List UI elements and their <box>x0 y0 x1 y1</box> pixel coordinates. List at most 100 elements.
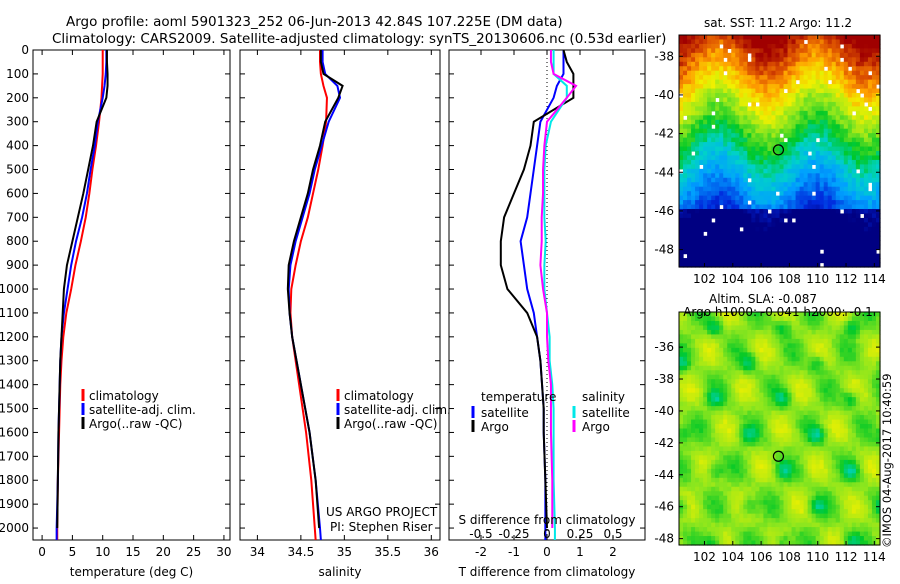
map-cell <box>715 169 720 174</box>
map-cell <box>731 227 736 232</box>
map-cell <box>860 111 865 116</box>
map-cell <box>775 402 780 407</box>
map-cell <box>800 437 805 442</box>
xtick-label: 35 <box>337 545 352 559</box>
map-cell <box>836 102 841 107</box>
map-cell <box>872 93 877 98</box>
map-cell <box>703 451 708 456</box>
map-cell <box>780 523 785 528</box>
map-cell <box>735 66 740 71</box>
map-cell <box>848 44 853 49</box>
map-cell <box>820 97 825 102</box>
map-cell <box>775 352 780 357</box>
map-cell <box>731 321 736 326</box>
map-cell <box>763 478 768 483</box>
map-cell <box>828 142 833 147</box>
map-cell <box>703 205 708 210</box>
map-cell <box>743 348 748 353</box>
map-cell <box>820 406 825 411</box>
map-cell <box>836 182 841 187</box>
map-cell <box>683 80 688 85</box>
map-cell <box>856 182 861 187</box>
map-cell <box>804 325 809 330</box>
map-cell <box>719 424 724 429</box>
map-cell <box>864 53 869 58</box>
map-cell <box>687 236 692 241</box>
map-cell <box>816 361 821 366</box>
map-cell <box>683 429 688 434</box>
map-cell <box>695 240 700 245</box>
map-cell <box>812 48 817 53</box>
map-cell <box>775 218 780 223</box>
map-cell <box>852 53 857 58</box>
map-cell <box>852 169 857 174</box>
map-cell <box>852 147 857 152</box>
map-cell <box>731 348 736 353</box>
map-cell <box>727 147 732 152</box>
map-cell <box>828 514 833 519</box>
map-cell <box>796 182 801 187</box>
map-cell <box>832 352 837 357</box>
map-cell <box>751 321 756 326</box>
map-cell <box>747 93 752 98</box>
map-cell <box>796 142 801 147</box>
map-cell <box>828 213 833 218</box>
map-cell <box>804 169 809 174</box>
map-cell <box>763 178 768 183</box>
map-cell <box>715 370 720 375</box>
map-cell <box>848 133 853 138</box>
map-cell <box>683 169 688 174</box>
map-cell <box>751 473 756 478</box>
map-cell <box>796 348 801 353</box>
map-cell <box>780 129 785 134</box>
map-cell <box>844 393 849 398</box>
map-cell <box>840 124 845 129</box>
map-cell <box>759 236 764 241</box>
map-cell <box>788 361 793 366</box>
map-cell <box>816 397 821 402</box>
map-cell <box>719 370 724 375</box>
map-cell <box>836 57 841 62</box>
map-cell <box>719 129 724 134</box>
map-cell <box>751 496 756 501</box>
map-cell <box>723 487 728 492</box>
map-cell <box>840 227 845 232</box>
map-cell <box>872 196 877 201</box>
map-cell <box>755 321 760 326</box>
map-cell <box>856 178 861 183</box>
map-cell <box>828 155 833 160</box>
map-cell <box>715 411 720 416</box>
map-cell <box>848 129 853 134</box>
map-cell <box>856 115 861 120</box>
map-cell <box>763 429 768 434</box>
map-cell <box>860 102 865 107</box>
map-cell <box>792 437 797 442</box>
map-cell <box>707 321 712 326</box>
map-cell <box>679 500 684 505</box>
map-cell <box>707 348 712 353</box>
map-cell <box>695 487 700 492</box>
map-cell <box>679 164 684 169</box>
map-cell <box>707 196 712 201</box>
map-cell <box>788 460 793 465</box>
map-cell <box>771 106 776 111</box>
map-cell <box>775 138 780 143</box>
map-cell <box>836 240 841 245</box>
map-cell <box>808 482 813 487</box>
map-cell <box>856 151 861 156</box>
map-cell <box>719 460 724 465</box>
map-cell <box>804 514 809 519</box>
map-cell <box>707 496 712 501</box>
map-cell <box>711 205 716 210</box>
map-cell <box>808 102 813 107</box>
map-cell <box>771 509 776 514</box>
map-cell <box>699 48 704 53</box>
map-cell <box>824 218 829 223</box>
map-cell <box>699 429 704 434</box>
map-cell <box>792 518 797 523</box>
map-cell <box>739 111 744 116</box>
map-cell <box>792 80 797 85</box>
map-cell <box>683 532 688 537</box>
map-cell <box>739 133 744 138</box>
map-cell <box>683 196 688 201</box>
